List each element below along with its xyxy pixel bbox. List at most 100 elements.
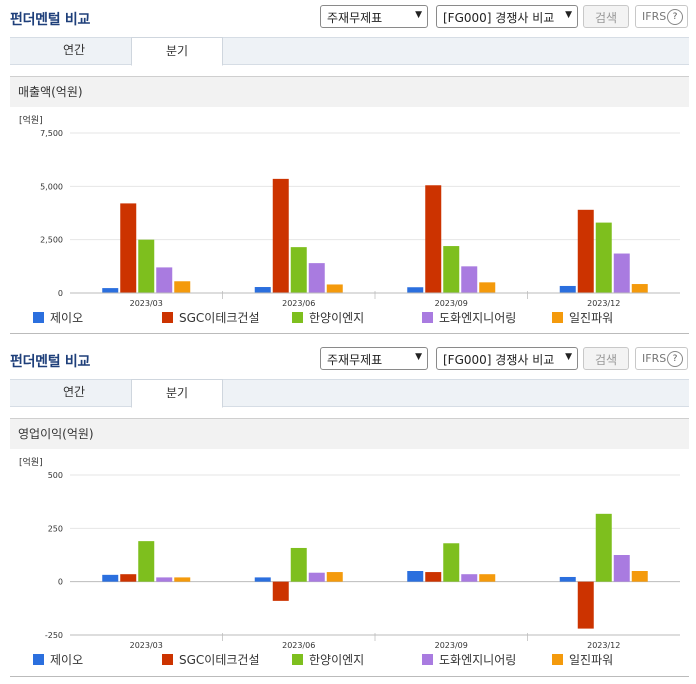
bar-0-1[interactable] [254, 287, 271, 293]
legend-item-jeio[interactable]: 제이오 [33, 651, 83, 668]
bar-3-3[interactable] [613, 555, 630, 582]
tab-quarterly[interactable]: 분기 [131, 37, 223, 66]
bar-2-1[interactable] [290, 547, 307, 582]
bar-1-1[interactable] [272, 581, 289, 601]
divider [10, 676, 689, 677]
panel-header: 펀더멘털 비교 주재무제표 ▼ [FG000] 경쟁사 비교 ▼ 검색 IFRS ? [0, 0, 696, 34]
peer-group-value: [FG000] 경쟁사 비교 [443, 353, 555, 367]
chevron-down-icon: ▼ [415, 352, 422, 362]
y-tick-label: 0 [58, 289, 63, 298]
peer-group-select[interactable]: [FG000] 경쟁사 비교 ▼ [436, 5, 578, 28]
statement-type-select[interactable]: 주재무제표 ▼ [320, 347, 428, 370]
bar-2-0[interactable] [138, 541, 155, 582]
legend-item-jeio[interactable]: 제이오 [33, 309, 83, 326]
period-tabs: 연간 분기 [10, 379, 689, 408]
chevron-down-icon: ▼ [565, 10, 572, 20]
statement-type-value: 주재무제표 [327, 353, 383, 367]
legend-item-hanyang[interactable]: 한양이엔지 [292, 651, 364, 668]
bar-1-2[interactable] [425, 572, 442, 582]
operating-income-bar-chart: [억원] 500 250 0 -250 2023/03 2023/06 2023/09 2023… [19, 456, 680, 650]
y-tick-label: 0 [58, 578, 63, 587]
divider [10, 333, 689, 334]
bar-4-3[interactable] [631, 571, 648, 582]
bar-3-2[interactable] [461, 574, 478, 582]
bar-2-3[interactable] [595, 513, 612, 582]
bar-0-3[interactable] [559, 576, 576, 582]
bar-0-0[interactable] [102, 574, 119, 582]
bar-2-2[interactable] [443, 246, 460, 293]
bar-2-3[interactable] [595, 222, 612, 293]
bar-1-3[interactable] [577, 581, 594, 629]
bar-1-2[interactable] [425, 185, 442, 293]
ifrs-label: IFRS [642, 10, 667, 23]
bar-3-0[interactable] [156, 267, 173, 293]
legend-swatch [162, 654, 173, 665]
peer-group-select[interactable]: [FG000] 경쟁사 비교 ▼ [436, 347, 578, 370]
bar-3-1[interactable] [308, 263, 325, 293]
bar-2-1[interactable] [290, 247, 307, 293]
chevron-down-icon: ▼ [565, 352, 572, 362]
bar-0-1[interactable] [254, 577, 271, 582]
legend-item-iljin[interactable]: 일진파워 [552, 651, 613, 668]
legend-swatch [422, 312, 433, 323]
panel-title: 펀더멘털 비교 [10, 12, 91, 28]
panel-title: 펀더멘털 비교 [10, 354, 91, 370]
bar-4-3[interactable] [631, 284, 648, 293]
chart-title: 매출액(억원) [10, 77, 689, 107]
tab-annual[interactable]: 연간 [62, 385, 86, 399]
legend-swatch [552, 654, 563, 665]
ifrs-help-button[interactable]: IFRS ? [635, 347, 688, 370]
legend-item-dohwa[interactable]: 도화엔지니어링 [422, 309, 516, 326]
legend-item-dohwa[interactable]: 도화엔지니어링 [422, 651, 516, 668]
x-tick-label: 2023/06 [282, 299, 315, 308]
revenue-bar-chart: [억원] 7,500 5,000 2,500 0 2023/03 2023/06 2023/0… [19, 114, 680, 308]
search-button[interactable]: 검색 [583, 5, 629, 28]
legend-swatch [162, 312, 173, 323]
y-tick-label: 500 [48, 471, 63, 480]
legend-swatch [33, 312, 44, 323]
question-icon: ? [667, 9, 683, 25]
bar-2-2[interactable] [443, 543, 460, 582]
bar-3-2[interactable] [461, 266, 478, 293]
statement-type-value: 주재무제표 [327, 11, 383, 25]
legend-item-hanyang[interactable]: 한양이엔지 [292, 309, 364, 326]
legend-item-sgc[interactable]: SGC이테크건설 [162, 309, 260, 326]
legend-swatch [552, 312, 563, 323]
bar-4-0[interactable] [174, 577, 191, 582]
bar-4-1[interactable] [326, 572, 343, 582]
search-button[interactable]: 검색 [583, 347, 629, 370]
question-icon: ? [667, 351, 683, 367]
y-tick-label: -250 [45, 631, 63, 640]
bar-4-1[interactable] [326, 284, 343, 293]
fundamental-panel-revenue: 펀더멘털 비교 주재무제표 ▼ [FG000] 경쟁사 비교 ▼ 검색 IFRS ?… [0, 0, 696, 340]
legend-item-sgc[interactable]: SGC이테크건설 [162, 651, 260, 668]
x-tick-label: 2023/12 [587, 641, 620, 650]
bar-1-0[interactable] [120, 574, 137, 582]
tab-quarterly[interactable]: 분기 [131, 379, 223, 408]
bar-1-0[interactable] [120, 203, 137, 293]
operating-income-chart: 영업이익(억원) [억원] 500 250 0 -250 2023/03 2023/06 20… [10, 418, 689, 677]
ifrs-label: IFRS [642, 352, 667, 365]
tab-annual[interactable]: 연간 [62, 43, 86, 57]
bar-2-0[interactable] [138, 239, 155, 293]
bar-1-3[interactable] [577, 209, 594, 293]
bar-0-0[interactable] [102, 288, 119, 293]
bar-4-2[interactable] [479, 574, 496, 582]
bar-4-2[interactable] [479, 282, 496, 293]
ifrs-help-button[interactable]: IFRS ? [635, 5, 688, 28]
bar-3-0[interactable] [156, 577, 173, 582]
y-tick-label: 2,500 [40, 236, 63, 245]
x-tick-label: 2023/09 [435, 299, 468, 308]
bar-3-1[interactable] [308, 572, 325, 582]
bar-0-3[interactable] [559, 285, 576, 293]
bar-1-1[interactable] [272, 178, 289, 293]
bar-3-3[interactable] [613, 253, 630, 293]
legend-item-iljin[interactable]: 일진파워 [552, 309, 613, 326]
x-tick-label: 2023/09 [435, 641, 468, 650]
bar-0-2[interactable] [407, 287, 424, 293]
statement-type-select[interactable]: 주재무제표 ▼ [320, 5, 428, 28]
bar-0-2[interactable] [407, 571, 424, 582]
x-tick-label: 2023/06 [282, 641, 315, 650]
y-tick-label: 250 [48, 524, 63, 533]
bar-4-0[interactable] [174, 281, 191, 293]
